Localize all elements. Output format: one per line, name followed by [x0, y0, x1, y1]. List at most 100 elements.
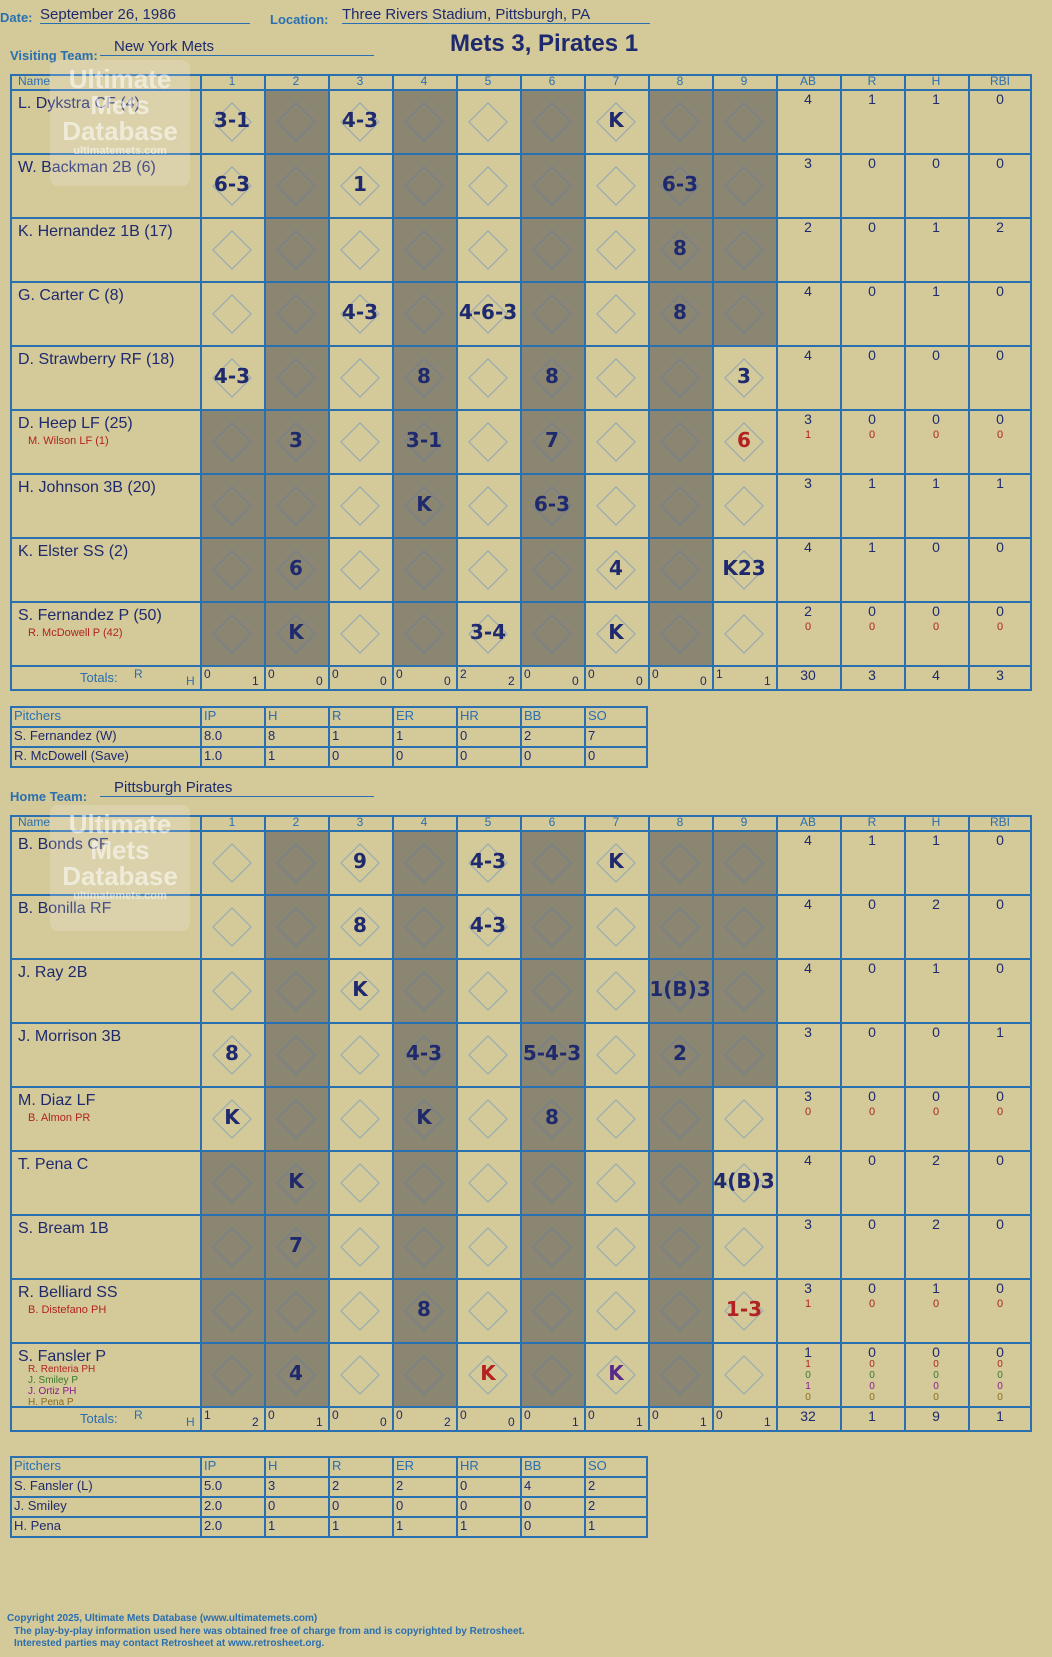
pitcher-stat-cell[interactable]: 2: [588, 1498, 596, 1513]
base-diamond[interactable]: [340, 1355, 380, 1395]
inning-cell[interactable]: K23: [712, 537, 776, 601]
inning-cell[interactable]: 7: [264, 1214, 328, 1278]
play-result[interactable]: 4(B)3: [713, 1169, 775, 1193]
inning-cell[interactable]: [584, 1150, 648, 1214]
pitcher-stat-cell[interactable]: 1.0: [204, 748, 223, 763]
base-diamond[interactable]: [532, 230, 572, 270]
base-diamond[interactable]: [468, 358, 508, 398]
play-result[interactable]: 8: [673, 300, 687, 324]
base-diamond[interactable]: [276, 102, 316, 142]
pitcher-stat-cell[interactable]: S. Fansler (L): [14, 1478, 93, 1493]
grid-line[interactable]: [200, 815, 202, 1430]
column-header[interactable]: Name: [18, 815, 51, 829]
inning-cell[interactable]: K: [264, 601, 328, 665]
inning-cell[interactable]: [648, 409, 712, 473]
inning-cell[interactable]: [456, 473, 520, 537]
base-diamond[interactable]: [660, 486, 700, 526]
player-name[interactable]: M. Diaz LF: [18, 1092, 96, 1109]
stat-value[interactable]: 4: [804, 960, 812, 976]
base-diamond[interactable]: [340, 486, 380, 526]
base-diamond[interactable]: [468, 1035, 508, 1075]
pitcher-stat-cell[interactable]: 0: [460, 728, 468, 743]
grid-line[interactable]: [10, 1430, 1032, 1432]
base-diamond[interactable]: [724, 843, 764, 883]
player-name[interactable]: K. Hernandez 1B (17): [18, 223, 173, 240]
inning-cell[interactable]: [712, 1022, 776, 1086]
inning-cell[interactable]: [328, 1214, 392, 1278]
base-diamond[interactable]: [596, 1291, 636, 1331]
grid-line[interactable]: [264, 74, 266, 689]
inning-cell[interactable]: [264, 345, 328, 409]
inning-cell[interactable]: K: [392, 1086, 456, 1150]
grid-line[interactable]: [10, 89, 1032, 91]
base-diamond[interactable]: [596, 1227, 636, 1267]
stat-value[interactable]: 0: [868, 347, 876, 363]
play-result[interactable]: 3-4: [469, 620, 507, 644]
play-result[interactable]: 1(B)3: [649, 977, 711, 1001]
inning-cell[interactable]: K: [328, 958, 392, 1022]
inning-cell[interactable]: [200, 958, 264, 1022]
column-header[interactable]: 2: [292, 815, 300, 829]
pitchers-header-cell[interactable]: SO: [588, 1458, 607, 1473]
inning-cell[interactable]: [200, 281, 264, 345]
base-diamond[interactable]: [276, 166, 316, 206]
grid-line[interactable]: [968, 815, 970, 1430]
base-diamond[interactable]: [660, 358, 700, 398]
pitcher-stat-cell[interactable]: 8.0: [204, 728, 223, 743]
player-name[interactable]: D. Heep LF (25): [18, 415, 133, 432]
sub-stat-value[interactable]: 0: [997, 1359, 1003, 1370]
inning-cell[interactable]: [584, 473, 648, 537]
base-diamond[interactable]: [340, 1291, 380, 1331]
stat-value[interactable]: 0: [868, 1088, 876, 1104]
substitute-name[interactable]: B. Distefano PH: [28, 1304, 107, 1316]
inning-runs[interactable]: 0: [268, 1408, 275, 1422]
inning-cell[interactable]: 5-4-3: [520, 1022, 584, 1086]
play-result[interactable]: 4-3: [469, 849, 507, 873]
play-result[interactable]: 5-4-3: [522, 1041, 582, 1065]
base-diamond[interactable]: [212, 614, 252, 654]
column-header[interactable]: 4: [420, 815, 428, 829]
inning-cell[interactable]: 3: [264, 409, 328, 473]
base-diamond[interactable]: [660, 907, 700, 947]
stat-value[interactable]: 3: [804, 1216, 812, 1232]
base-diamond[interactable]: [340, 1163, 380, 1203]
pitcher-stat-cell[interactable]: 2: [396, 1478, 404, 1493]
column-header[interactable]: 5: [484, 815, 492, 829]
inning-cell[interactable]: [264, 1022, 328, 1086]
stat-value[interactable]: 0: [868, 1152, 876, 1168]
base-diamond[interactable]: [340, 1099, 380, 1139]
inning-runs[interactable]: 0: [588, 667, 595, 681]
column-header[interactable]: 3: [356, 815, 364, 829]
inning-cell[interactable]: K: [392, 473, 456, 537]
inning-cell[interactable]: [328, 537, 392, 601]
base-diamond[interactable]: [276, 230, 316, 270]
substitute-name[interactable]: J. Smiley P: [28, 1375, 79, 1386]
play-result[interactable]: K: [608, 620, 624, 644]
pitcher-stat-cell[interactable]: 0: [332, 1498, 340, 1513]
sub-stat-value[interactable]: 0: [996, 1298, 1004, 1310]
grid-line[interactable]: [648, 74, 650, 689]
sub-stat-value[interactable]: 0: [933, 1392, 939, 1403]
inning-cell[interactable]: [392, 281, 456, 345]
sub-stat-value[interactable]: 0: [805, 1392, 811, 1403]
grid-line[interactable]: [456, 815, 458, 1430]
stat-value[interactable]: 0: [996, 1216, 1004, 1232]
grid-line[interactable]: [1030, 815, 1032, 1430]
inning-cell[interactable]: [392, 1150, 456, 1214]
pitcher-stat-cell[interactable]: 2: [588, 1478, 596, 1493]
inning-cell[interactable]: 3-1: [200, 89, 264, 153]
stat-value[interactable]: 0: [932, 603, 940, 619]
column-header[interactable]: R: [867, 815, 877, 829]
base-diamond[interactable]: [660, 550, 700, 590]
stat-value[interactable]: 1: [996, 1024, 1004, 1040]
base-diamond[interactable]: [724, 486, 764, 526]
play-result[interactable]: 4-3: [341, 300, 379, 324]
inning-runs[interactable]: 0: [588, 1408, 595, 1422]
inning-runs[interactable]: 0: [524, 667, 531, 681]
inning-cell[interactable]: [456, 1214, 520, 1278]
base-diamond[interactable]: [468, 1163, 508, 1203]
inning-cell[interactable]: [584, 281, 648, 345]
base-diamond[interactable]: [340, 230, 380, 270]
grid-line[interactable]: [10, 1496, 648, 1498]
play-result[interactable]: K: [288, 620, 304, 644]
